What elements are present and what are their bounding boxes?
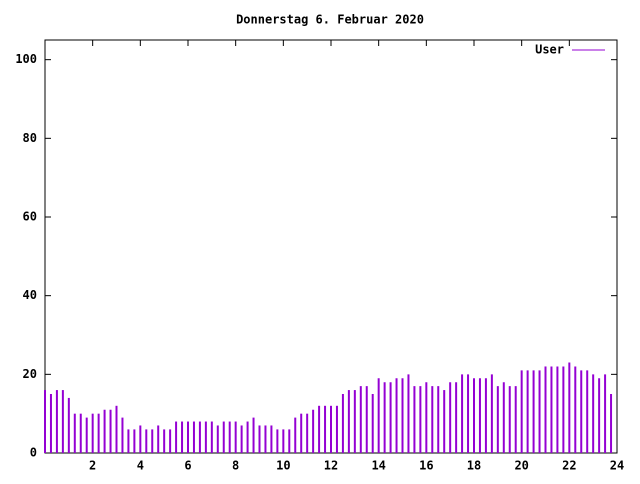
y-tick-label: 60	[23, 210, 37, 224]
x-tick-label: 10	[276, 459, 290, 473]
x-tick-label: 24	[610, 459, 624, 473]
x-tick-label: 8	[232, 459, 239, 473]
legend-label: User	[535, 43, 564, 57]
y-tick-label: 80	[23, 131, 37, 145]
y-tick-label: 40	[23, 288, 37, 302]
y-tick-label: 100	[15, 52, 37, 66]
x-tick-label: 16	[419, 459, 433, 473]
x-tick-label: 4	[137, 459, 144, 473]
x-tick-label: 20	[514, 459, 528, 473]
chart-title: Donnerstag 6. Februar 2020	[236, 13, 424, 27]
plot-frame	[44, 39, 618, 454]
x-tick-label: 18	[467, 459, 481, 473]
x-tick-label: 12	[324, 459, 338, 473]
y-tick-label: 20	[23, 367, 37, 381]
x-tick-label: 22	[562, 459, 576, 473]
x-tick-label: 2	[89, 459, 96, 473]
y-tick-label: 0	[30, 446, 37, 460]
x-tick-label: 6	[184, 459, 191, 473]
x-tick-label: 14	[371, 459, 385, 473]
